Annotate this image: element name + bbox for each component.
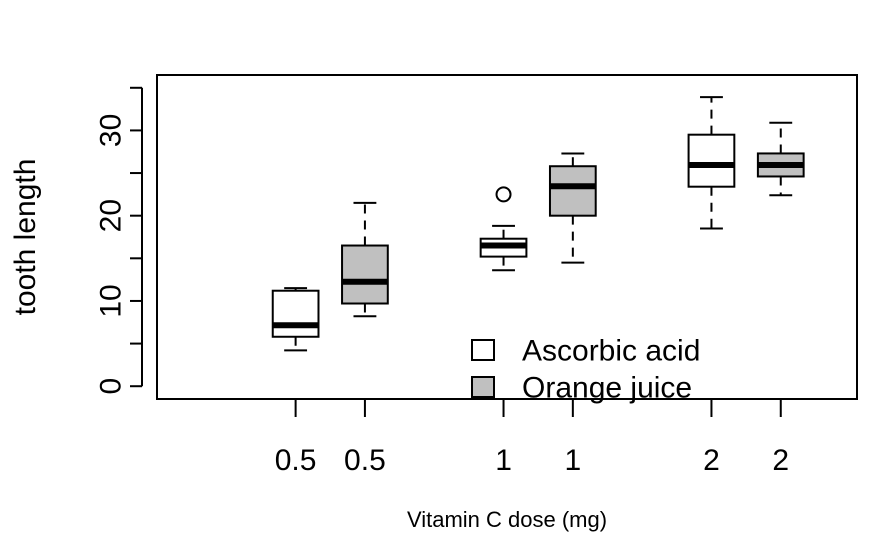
plot-frame — [156, 74, 858, 400]
y-tick-label: 20 — [95, 199, 128, 232]
x-tick-label: 2 — [703, 444, 720, 477]
box-ascorbic-acid — [271, 287, 320, 352]
legend: Ascorbic acid Orange juice — [471, 335, 700, 405]
y-tick-label: 30 — [95, 114, 128, 147]
y-axis: 0 10 20 30 — [95, 86, 143, 395]
box-iqr — [548, 165, 597, 217]
box-orange-juice — [548, 152, 597, 264]
box-group — [271, 96, 805, 352]
outlier-point — [495, 186, 512, 203]
y-tick-label: 10 — [95, 284, 128, 317]
legend-label: Ascorbic acid — [522, 335, 700, 368]
legend-label: Orange juice — [522, 372, 692, 405]
x-tick-label: 2 — [772, 444, 789, 477]
x-tick-label: 0.5 — [275, 444, 317, 477]
box-iqr — [271, 289, 320, 338]
box-ascorbic-acid — [479, 186, 528, 272]
box-orange-juice — [756, 121, 805, 197]
x-tick-label: 0.5 — [344, 444, 386, 477]
y-tick-label: 0 — [95, 378, 128, 395]
box-iqr — [687, 133, 736, 188]
x-axis-label: Vitamin C dose (mg) — [407, 507, 607, 532]
legend-swatch — [471, 376, 495, 398]
box-iqr — [341, 244, 389, 305]
legend-swatch — [471, 339, 495, 361]
box-ascorbic-acid — [687, 96, 736, 230]
x-tick-label: 1 — [495, 444, 512, 477]
x-tick-label: 1 — [564, 444, 581, 477]
box-orange-juice — [341, 201, 389, 318]
x-axis: 0.5 0.5 1 1 2 2 — [275, 399, 789, 477]
y-axis-label: tooth length — [9, 159, 42, 316]
